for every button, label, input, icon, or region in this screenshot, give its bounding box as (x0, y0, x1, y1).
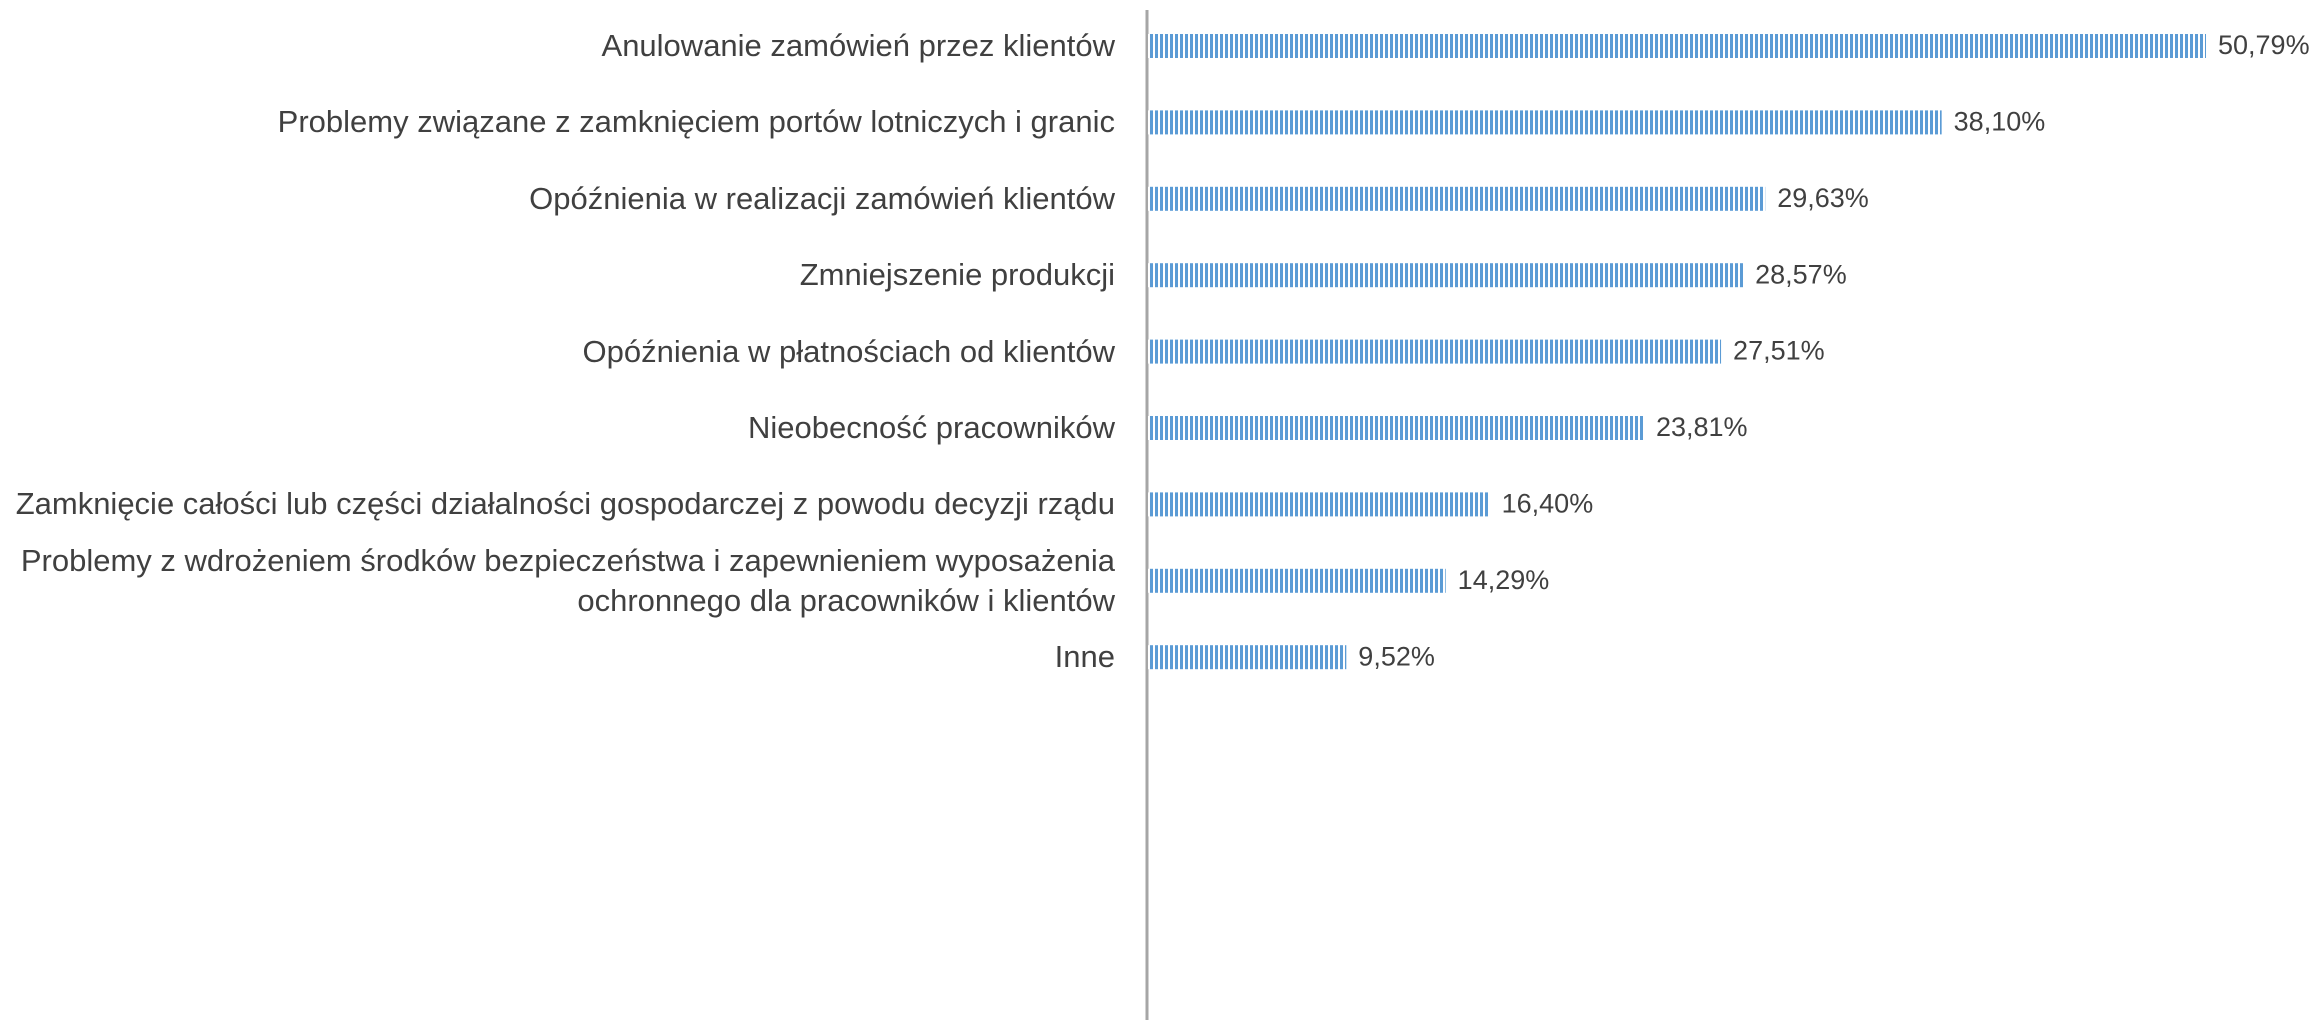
value-label: 23,81% (1656, 412, 1748, 442)
value-label: 29,63% (1777, 183, 1869, 213)
category-label: Problemy związane z zamknięciem portów l… (277, 104, 1115, 140)
value-label: 9,52% (1358, 641, 1435, 671)
bar (1148, 568, 1446, 593)
value-label: 38,10% (1954, 107, 2046, 137)
bar (1148, 110, 1942, 135)
category-label: Opóźnienia w płatnościach od klientów (582, 333, 1115, 369)
category-label: Nieobecność pracowników (747, 410, 1115, 445)
category-label: Zmniejszenie produkcji (799, 257, 1115, 293)
value-label: 50,79% (2218, 30, 2310, 60)
value-label: 27,51% (1733, 336, 1825, 366)
bar (1148, 416, 1644, 440)
bar (1148, 492, 1490, 517)
bar (1148, 645, 1347, 670)
value-label: 14,29% (1458, 565, 1550, 595)
category-label: Opóźnienia w realizacji zamówień klientó… (529, 180, 1115, 216)
bar (1148, 186, 1766, 211)
category-label: Problemy z wdrożeniem środków bezpieczeń… (20, 542, 1115, 618)
bar (1148, 339, 1722, 364)
bar (1148, 34, 2206, 58)
value-label: 28,57% (1755, 259, 1847, 289)
category-label: Anulowanie zamówień przez klientów (601, 28, 1115, 63)
category-label: Zamknięcie całości lub części działalnoś… (15, 486, 1115, 522)
bar (1148, 263, 1744, 288)
category-label: Inne (1054, 639, 1115, 675)
value-label: 16,40% (1502, 489, 1594, 519)
